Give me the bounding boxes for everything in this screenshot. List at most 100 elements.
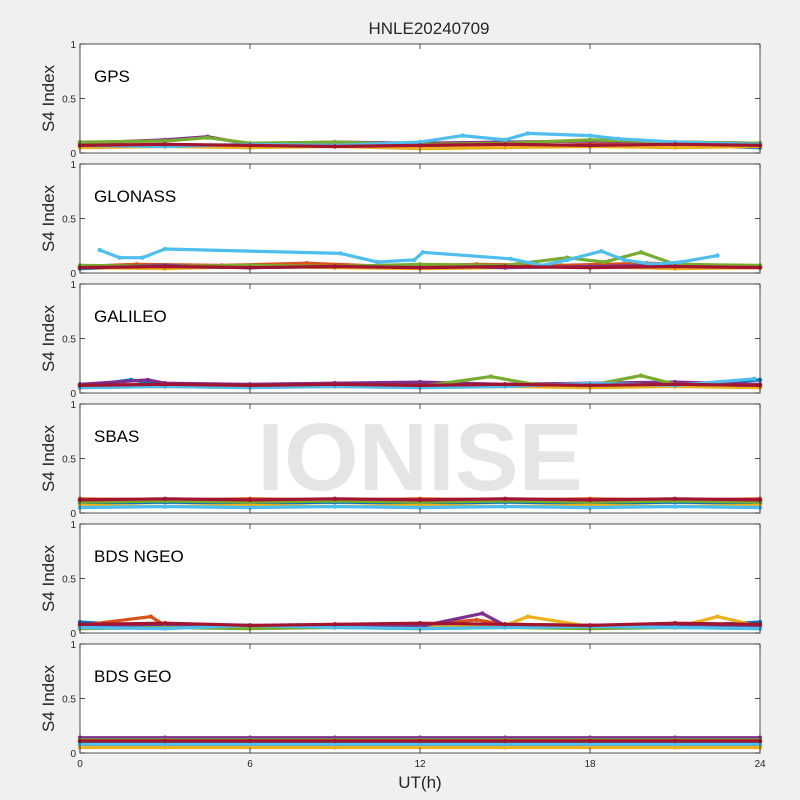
data-point (638, 250, 644, 255)
plot-area (80, 404, 760, 513)
data-point (672, 738, 678, 744)
data-point (502, 622, 508, 627)
data-point (587, 623, 593, 628)
data-point (332, 139, 338, 145)
series-line-5 (98, 247, 720, 267)
y-axis-label: S4 Index (39, 544, 58, 612)
y-tick-label: 0.5 (62, 215, 76, 226)
data-point (525, 131, 530, 136)
x-axis-label: UT(h) (398, 773, 441, 792)
data-point (162, 626, 168, 631)
data-point (412, 257, 417, 263)
y-tick-label: 0.5 (62, 575, 76, 586)
data-point (502, 137, 508, 143)
panel-bds-geo: 0 0.5 1 0 6 12 18 24 S4 Index BDS GEO (39, 640, 766, 770)
data-point (672, 625, 678, 630)
data-point (117, 255, 122, 260)
data-point (565, 257, 570, 263)
data-point (752, 376, 757, 381)
data-point (247, 497, 253, 503)
data-point (417, 745, 423, 750)
data-point (672, 621, 678, 626)
data-point (417, 265, 423, 270)
data-point (247, 383, 253, 388)
data-point (332, 622, 338, 627)
data-point (417, 621, 423, 626)
data-point (247, 623, 253, 628)
data-point (480, 611, 485, 616)
y-tick-label: 0.5 (62, 455, 76, 466)
data-point (502, 142, 508, 147)
data-point (672, 496, 678, 501)
data-point (417, 738, 423, 744)
constellation-label: GPS (94, 67, 130, 86)
data-point (672, 504, 678, 509)
data-point (162, 738, 168, 744)
data-point (162, 621, 168, 626)
data-point (525, 614, 530, 619)
y-axis-label: S4 Index (39, 184, 58, 252)
data-point (97, 247, 103, 253)
panel-bds-ngeo: 0 0.5 1 S4 Index BDS NGEO (39, 520, 763, 640)
panel-galileo: 0 0.5 1 S4 Index GALILEO (39, 280, 763, 400)
data-point (672, 742, 678, 747)
y-axis-label: S4 Index (39, 664, 58, 732)
data-point (587, 143, 593, 148)
y-tick-label: 1 (70, 400, 76, 411)
y-axis-label: S4 Index (39, 424, 58, 492)
y-tick-label: 0 (70, 149, 76, 160)
y-tick-label: 1 (70, 520, 76, 531)
data-point (460, 133, 465, 138)
data-point (502, 738, 508, 744)
data-point (502, 496, 508, 501)
data-point (587, 383, 593, 388)
data-point (140, 255, 145, 260)
panels: 0 0.5 1 S4 Index GPS 0 0.5 1 S4 Index GLONASS 0 0.5… (39, 40, 766, 770)
data-point (587, 137, 593, 143)
watermark: IONISE (257, 404, 582, 511)
constellation-label: SBAS (94, 427, 139, 446)
data-point (417, 139, 423, 145)
data-point (332, 738, 338, 744)
y-tick-label: 0.5 (62, 695, 76, 706)
plot-area (80, 44, 760, 153)
y-tick-label: 0 (70, 389, 76, 400)
data-point (145, 377, 151, 383)
data-point (672, 142, 678, 147)
y-tick-label: 1 (70, 40, 76, 51)
data-point (304, 261, 309, 266)
data-point (488, 374, 493, 379)
data-point (162, 264, 168, 269)
data-point (417, 143, 423, 148)
data-point (247, 738, 253, 744)
data-point (474, 617, 479, 623)
data-point (587, 133, 593, 138)
data-point (621, 257, 627, 263)
constellation-label: BDS GEO (94, 667, 171, 686)
y-axis-label: S4 Index (39, 304, 58, 372)
data-point (587, 505, 593, 510)
data-point (672, 382, 678, 387)
data-point (715, 253, 720, 258)
y-tick-label: 0 (70, 509, 76, 520)
data-point (417, 262, 423, 267)
data-point (715, 614, 720, 619)
data-point (417, 379, 423, 385)
data-point (332, 264, 338, 269)
panel-glonass: 0 0.5 1 S4 Index GLONASS (39, 160, 763, 280)
x-tick-label: 18 (584, 759, 596, 770)
data-point (332, 496, 338, 501)
data-point (162, 504, 168, 509)
y-axis-label: S4 Index (39, 64, 58, 132)
data-point (420, 250, 425, 255)
data-point (332, 745, 338, 750)
figure-title: HNLE20240709 (369, 19, 490, 38)
data-point (502, 264, 508, 269)
data-point (638, 373, 644, 378)
plot-area (80, 524, 760, 633)
data-point (678, 259, 683, 265)
data-point (247, 265, 253, 270)
data-point (672, 745, 678, 750)
data-point (162, 382, 168, 387)
